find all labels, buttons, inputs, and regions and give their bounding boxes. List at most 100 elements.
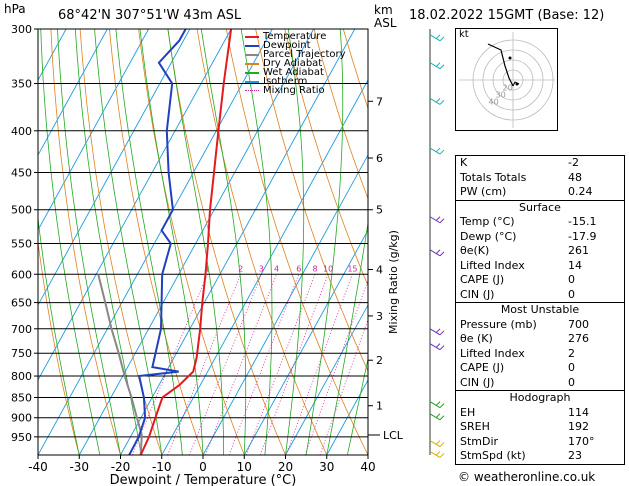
wind-barb-flag (435, 401, 441, 406)
hodo-point (508, 56, 512, 60)
index-value: 0 (568, 361, 575, 374)
index-label: PW (cm) (460, 185, 507, 198)
isotherm-line (326, 379, 368, 455)
wind-barb-flag (435, 451, 441, 456)
wind-barb (429, 62, 441, 70)
x-axis-label: Dewpoint / Temperature (°C) (110, 473, 297, 486)
legend-label: Dry Adiabat (263, 58, 323, 69)
location-title: 68°42'N 307°51'W 43m ASL (58, 8, 242, 23)
chart-legend: Temperature Dewpoint Parcel Trajectory Dry … (245, 32, 346, 96)
index-row: EH 114 (456, 406, 624, 421)
dry-adiabat-line (79, 29, 163, 455)
index-label: CIN (J) (460, 375, 495, 389)
x-tick-label: 30 (319, 460, 334, 474)
isotherm-line (38, 29, 67, 82)
index-label: Temp (°C) (460, 215, 515, 228)
wet-adiabat-line (347, 356, 368, 455)
wind-barb (429, 216, 441, 224)
km-tick-label: 1 (376, 400, 383, 413)
mixing-ratio-label: 6 (296, 264, 301, 273)
isotherm-line (38, 29, 273, 455)
wind-barb-flag (439, 403, 445, 408)
index-label: Totals Totals (460, 170, 527, 184)
mixing-ratio-line (319, 318, 368, 455)
wind-barb (429, 249, 441, 257)
section-title: Hodograph (456, 390, 624, 406)
wind-barb (429, 451, 441, 458)
mixing-ratio-axis-label: Mixing Ratio (g/kg) (387, 230, 400, 334)
wind-barb-flag (439, 149, 445, 155)
mixing-ratio-line (167, 274, 242, 455)
index-value: 192 (568, 420, 589, 433)
mixing-ratio-label: 2 (238, 264, 243, 273)
wind-barb-flag (439, 36, 445, 42)
wind-barb (429, 440, 441, 447)
isotherm-line (38, 29, 232, 381)
asl-label: ASL (374, 16, 397, 30)
index-value: 23 (568, 449, 582, 462)
legend-label: Dewpoint (263, 40, 311, 51)
index-row: StmDir 170° (456, 435, 624, 450)
wet-adiabat-line (38, 215, 80, 455)
legend-swatch (245, 53, 259, 56)
index-label: θe(K) (460, 244, 490, 257)
hodo-kt-label: kt (459, 29, 469, 40)
y-tick-label: 850 (11, 391, 32, 404)
wind-barb-flag (439, 218, 445, 224)
km-tick-label: 3 (376, 310, 383, 323)
km-tick-label: 2 (376, 354, 383, 367)
hodo-frame (455, 28, 558, 131)
index-row: θe (K) 276 (456, 332, 624, 347)
wet-adiabat-line (94, 29, 163, 455)
parcel-trajectory-line (97, 274, 143, 455)
x-tick-label: 10 (237, 460, 252, 474)
wet-adiabat-line (40, 29, 101, 455)
legend-item: Dry Adiabat (245, 58, 346, 69)
y-tick-label: 700 (11, 323, 32, 336)
index-value: 700 (568, 317, 589, 331)
index-row: Lifted Index 2 (456, 347, 624, 362)
mixing-ratio-line (205, 274, 277, 455)
lcl-label: LCL (383, 429, 404, 442)
mixing-ratio-line (189, 274, 262, 455)
mixing-ratio-label: 1 (205, 264, 210, 273)
dewpoint-line (128, 29, 187, 455)
wind-barb (429, 147, 441, 155)
legend-label: Mixing Ratio (263, 85, 325, 96)
wet-adiabat-line (367, 453, 368, 455)
y-tick-label: 500 (11, 204, 32, 217)
index-row: PW (cm) 0.24 (456, 185, 624, 200)
index-row: SREH 192 (456, 420, 624, 435)
section-title: Surface (456, 199, 624, 216)
y-tick-label: 650 (11, 297, 32, 310)
isotherm-line (78, 29, 314, 455)
hodo-storm-motion (515, 82, 519, 86)
y-tick-label: 800 (11, 370, 32, 383)
mixing-ratio-line (259, 274, 329, 455)
index-label: K (460, 156, 468, 169)
plot-area (38, 29, 368, 455)
wind-barb-flag (435, 328, 441, 334)
legend-swatch (245, 80, 259, 83)
x-tick-label: 0 (199, 460, 207, 474)
index-label: Dewp (°C) (460, 229, 517, 243)
isotherm-line (202, 154, 368, 455)
km-tick-label: 6 (376, 152, 383, 165)
mixing-ratio-line (246, 274, 316, 455)
index-row: CAPE (J) 0 (456, 361, 624, 376)
isotherm-line (38, 29, 149, 231)
wind-barb (429, 328, 441, 336)
index-row: θe(K) 261 (456, 244, 624, 259)
hodo-trace (487, 43, 514, 87)
index-value: 48 (568, 170, 582, 184)
wind-barb-flag (435, 440, 441, 445)
isotherm-line (243, 229, 368, 455)
wind-barb-flag (439, 100, 445, 105)
wind-barb (429, 97, 441, 105)
legend-label: Wet Adiabat (263, 67, 324, 78)
index-label: Lifted Index (460, 346, 525, 360)
wind-barb-flag (439, 64, 445, 70)
hpa-label: hPa (4, 2, 26, 16)
x-tick-label: 40 (360, 460, 375, 474)
